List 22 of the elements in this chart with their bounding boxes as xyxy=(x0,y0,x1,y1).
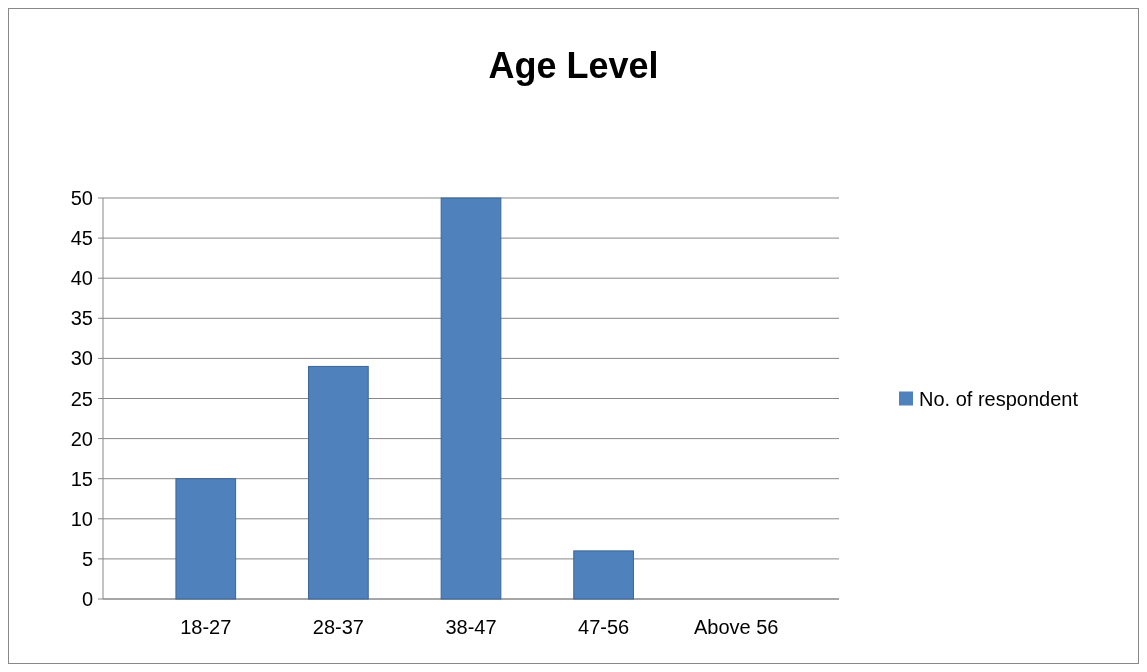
x-tick-label: 47-56 xyxy=(578,616,630,638)
y-tick-label: 5 xyxy=(81,547,93,570)
y-tick-label: 0 xyxy=(81,588,93,610)
legend-label: No. of respondent xyxy=(919,387,1079,410)
y-tick-label: 30 xyxy=(70,347,93,370)
y-tick-label: 15 xyxy=(70,467,93,490)
chart-title: Age Level xyxy=(488,45,659,86)
y-tick-label: 45 xyxy=(70,227,93,250)
bar xyxy=(308,365,369,600)
y-tick-label: 25 xyxy=(70,387,93,410)
x-tick-label: 18-27 xyxy=(180,616,232,638)
y-tick-label: 10 xyxy=(70,507,93,530)
bar xyxy=(573,550,634,600)
y-tick-label: 50 xyxy=(70,187,93,209)
y-tick-label: 35 xyxy=(70,307,93,330)
x-tick-label: Above 56 xyxy=(693,616,779,638)
bar xyxy=(175,478,237,600)
x-tick-label: 38-47 xyxy=(445,616,497,638)
y-tick-label: 40 xyxy=(70,267,93,290)
x-tick-label: 28-37 xyxy=(312,616,364,638)
y-tick-label: 20 xyxy=(70,427,93,450)
bar xyxy=(440,197,502,600)
